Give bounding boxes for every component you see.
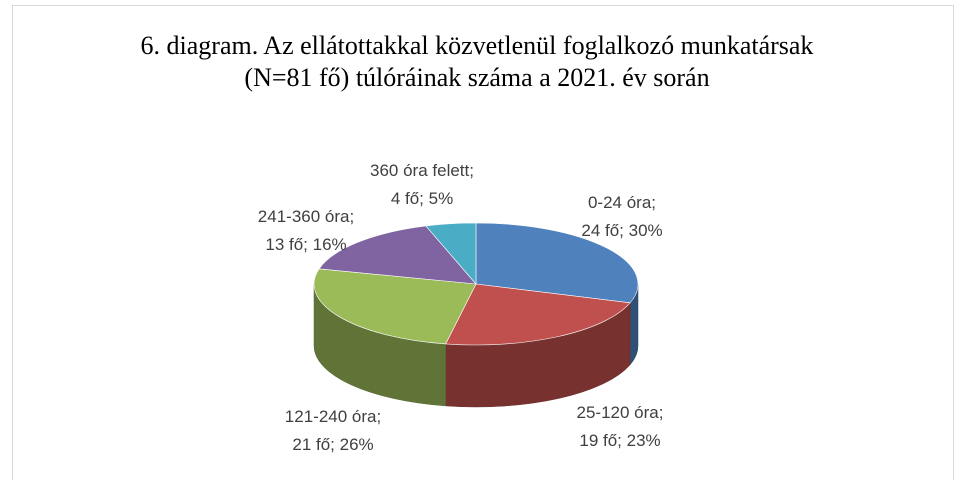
slice <box>313 268 477 345</box>
slice <box>445 283 631 346</box>
data-label-line: 241-360 óra; <box>258 207 354 226</box>
data-label: 0-24 óra; 24 fő; 30% <box>581 193 662 240</box>
data-label-line: 121-240 óra; <box>285 407 381 426</box>
data-label-line: 21 fő; 26% <box>292 435 373 454</box>
data-label-line: 4 fő; 5% <box>391 189 453 208</box>
chart-title: 6. diagram. Az ellátottakkal közvetlenül… <box>140 31 814 92</box>
data-label: 360 óra felett; 4 fő; 5% <box>370 161 474 208</box>
chart-frame <box>12 5 954 480</box>
slice <box>425 222 477 285</box>
slice <box>318 225 477 285</box>
data-label-line: 25-120 óra; <box>577 403 664 422</box>
data-label-line: 24 fő; 30% <box>581 221 662 240</box>
data-label-line: 19 fő; 23% <box>579 431 660 450</box>
data-label: 25-120 óra; 19 fő; 23% <box>577 403 664 450</box>
data-label-line: 0-24 óra; <box>588 193 656 212</box>
data-label-line: 13 fő; 16% <box>265 235 346 254</box>
data-label-line: 360 óra felett; <box>370 161 474 180</box>
slice <box>475 222 639 304</box>
data-label: 241-360 óra; 13 fő; 16% <box>258 207 354 254</box>
data-label: 121-240 óra; 21 fő; 26% <box>285 407 381 454</box>
